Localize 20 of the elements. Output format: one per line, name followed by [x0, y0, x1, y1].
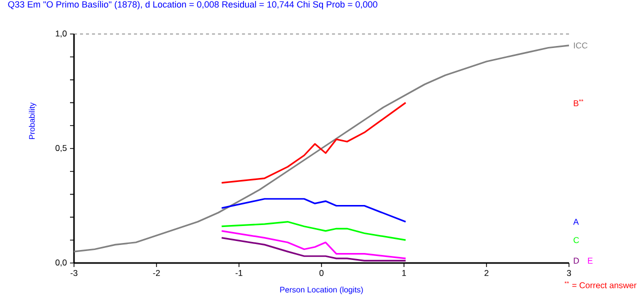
x-tick-label: 2: [484, 270, 488, 276]
y-tick-label: 0,5: [56, 145, 67, 152]
x-tick-label: -2: [153, 270, 160, 276]
text: B$^{**}$: [574, 99, 584, 106]
x-tick-label: -1: [236, 270, 242, 276]
chart-title: Q33 Em "O Primo Basílio" (1878), d Location = 0,008 Residual = 10,744 Chi Sq Prob = 0,000: [8, 0, 378, 10]
x-tick-label: 0: [319, 270, 324, 276]
text: $^{**}$ = Correct answer: [564, 281, 636, 288]
text: A: [573, 218, 579, 225]
text: E: [588, 258, 593, 264]
x-tick-label: -3: [70, 270, 78, 276]
x-tick-label: 1: [402, 270, 406, 276]
y-tick-label: 1,0: [56, 30, 67, 38]
x-tick-label: 3: [566, 270, 571, 276]
y-tick-label: 0,0: [56, 260, 67, 266]
line-series: [220, 220, 406, 241]
line-series: [220, 102, 406, 184]
text: D: [574, 258, 579, 264]
series-label: ICC: [574, 42, 588, 48]
text: C: [574, 237, 579, 244]
